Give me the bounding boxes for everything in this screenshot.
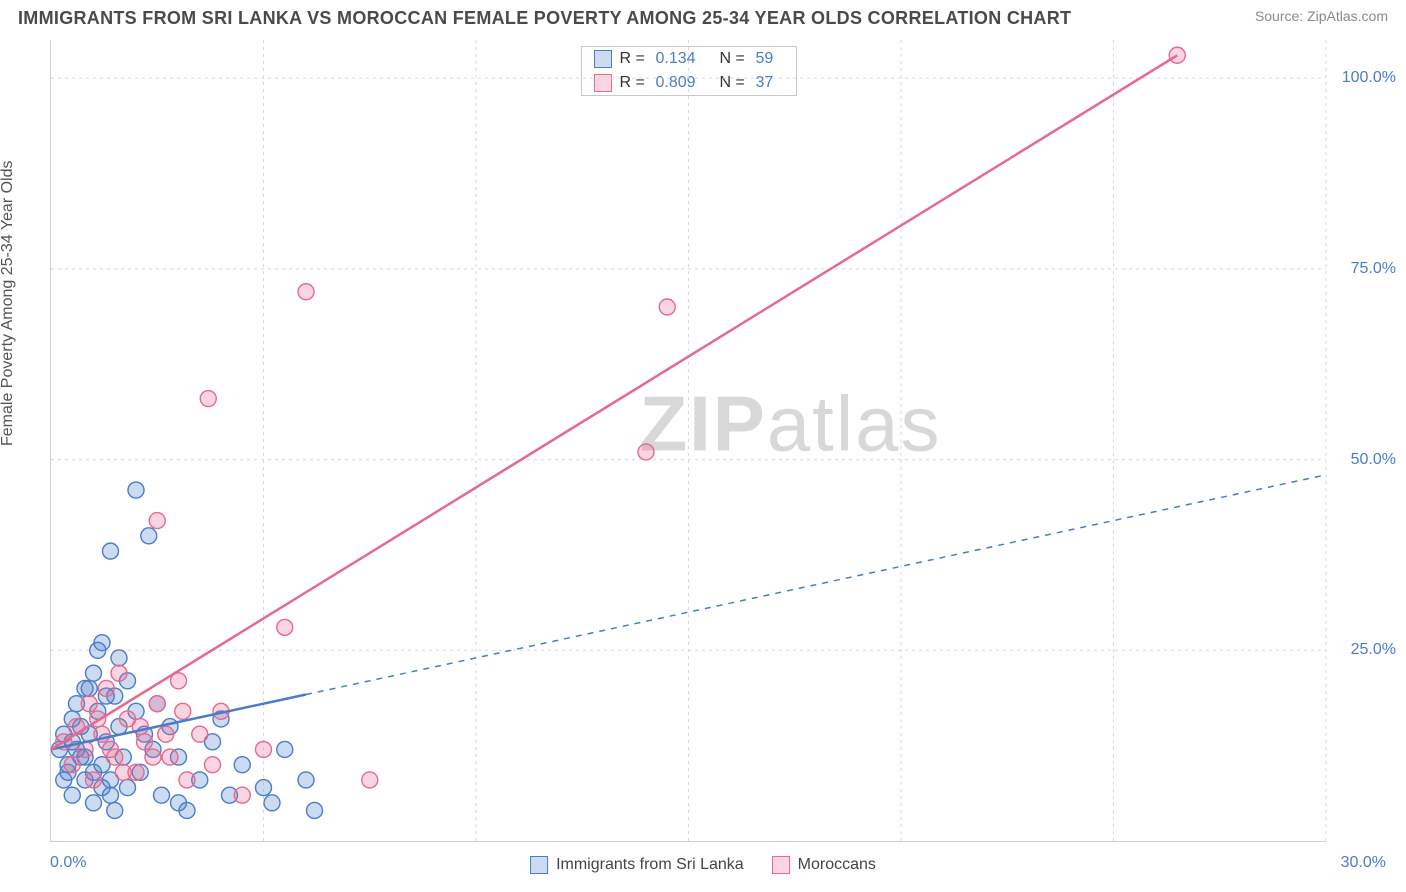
- legend-item-1: Immigrants from Sri Lanka: [530, 856, 744, 874]
- plot-area: R = 0.134 N = 59 R = 0.809 N = 37 ZIPatl…: [50, 40, 1326, 842]
- y-axis-label: Female Poverty Among 25-34 Year Olds: [0, 161, 17, 447]
- swatch-series-2: [772, 856, 790, 874]
- x-tick-origin: 0.0%: [50, 854, 86, 872]
- series-legend: Immigrants from Sri Lanka Moroccans: [530, 856, 876, 874]
- swatch-series-1: [530, 856, 548, 874]
- y-tick-label: 50.0%: [1336, 451, 1396, 469]
- series-1-name: Immigrants from Sri Lanka: [556, 856, 744, 874]
- scatter-svg: [51, 40, 1326, 841]
- y-tick-label: 25.0%: [1336, 641, 1396, 659]
- legend-item-2: Moroccans: [772, 856, 876, 874]
- chart-title: IMMIGRANTS FROM SRI LANKA VS MOROCCAN FE…: [18, 8, 1071, 29]
- x-tick-end: 30.0%: [1341, 854, 1386, 872]
- y-tick-label: 75.0%: [1336, 260, 1396, 278]
- source-attribution: Source: ZipAtlas.com: [1255, 8, 1388, 24]
- series-2-name: Moroccans: [798, 856, 876, 874]
- y-tick-label: 100.0%: [1336, 69, 1396, 87]
